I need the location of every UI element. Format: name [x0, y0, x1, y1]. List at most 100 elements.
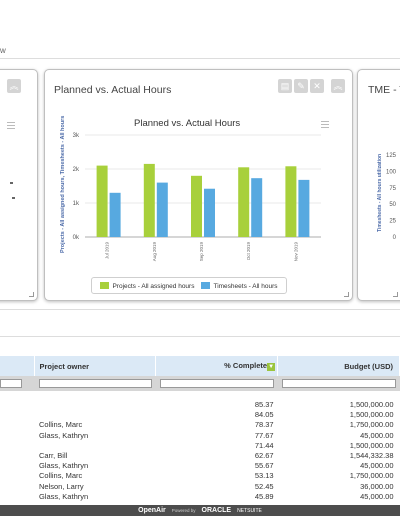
- bar-actual[interactable]: [156, 182, 168, 237]
- table-row[interactable]: Glass, Kathryn 77.67 45,000.00: [0, 431, 400, 441]
- bar-planned[interactable]: [96, 165, 108, 237]
- budget-cell: 1,750,000.00: [349, 420, 394, 430]
- complete-cell: 55.67: [254, 461, 274, 471]
- legend-swatch: [100, 281, 110, 289]
- bar-planned[interactable]: [285, 166, 297, 237]
- legend-item-projects[interactable]: Projects - All assigned hours: [100, 281, 194, 290]
- owner-cell: Glass, Kathryn: [38, 461, 89, 471]
- divider: [0, 58, 400, 59]
- bar-actual[interactable]: [204, 188, 215, 237]
- complete-cell: 85.37: [254, 400, 274, 409]
- table-row[interactable]: 84.05 1,500,000.00: [0, 410, 400, 420]
- budget-cell: 45,000.00: [360, 461, 394, 471]
- resize-handle[interactable]: [393, 292, 398, 297]
- breadcrumb[interactable]: w: [0, 46, 6, 55]
- x-tick-label: Sep 2019: [199, 242, 204, 262]
- owner-cell: Glass, Kathryn: [38, 491, 89, 501]
- close-icon[interactable]: ✕: [310, 79, 324, 93]
- budget-cell: 36,000.00: [360, 481, 394, 491]
- x-tick-label: Jul 2019: [105, 242, 110, 260]
- openair-logo: OpenAir: [138, 507, 166, 514]
- owner-cell: [35, 410, 156, 420]
- column-header-blank[interactable]: [0, 356, 36, 376]
- collapse-icon[interactable]: ︽: [331, 79, 345, 93]
- x-tick-label: Oct 2019: [246, 242, 251, 261]
- panel-title: Planned vs. Actual Hours: [54, 84, 172, 96]
- row-cell-blank: [0, 400, 35, 410]
- divider: [0, 336, 400, 337]
- collapse-icon[interactable]: ︽: [7, 79, 21, 93]
- row-cell-blank: [0, 492, 35, 502]
- owner-cell: Glass, Kathryn: [38, 430, 89, 440]
- budget-cell: 1,544,332.38: [349, 451, 394, 461]
- bar-planned[interactable]: [191, 175, 202, 237]
- y-tick-label: 100: [386, 169, 397, 175]
- column-header-complete[interactable]: % Complete▼: [155, 356, 279, 376]
- complete-cell: 53.13: [254, 471, 274, 481]
- table-row[interactable]: Glass, Kathryn 55.67 45,000.00: [0, 461, 400, 471]
- y-tick-label: 50: [389, 202, 396, 208]
- column-header-owner[interactable]: Project owner: [34, 356, 157, 376]
- filter-row: [0, 376, 400, 391]
- powered-by-text: Powered by: [171, 508, 196, 513]
- table-row[interactable]: 71.44 1,500,000.00: [0, 441, 400, 451]
- filter-input[interactable]: [159, 379, 274, 388]
- panel-title: TME - T: [368, 84, 400, 96]
- y-tick-label: 25: [389, 219, 396, 225]
- bar-chart: 0k 1k 2k 3k Jul 2019 Aug 2019 Sep 2019 Oct 2019…: [73, 133, 321, 262]
- y-tick-label: 75: [389, 186, 396, 192]
- table-row[interactable]: Collins, Marc 78.37 1,750,000.00: [0, 420, 400, 430]
- column-header-budget[interactable]: Budget (USD): [277, 356, 400, 376]
- complete-cell: 78.37: [254, 420, 274, 430]
- complete-cell: 62.67: [254, 451, 274, 461]
- legend-item-timesheets[interactable]: Timesheets - All hours: [201, 281, 278, 290]
- table-row[interactable]: Nelson, Larry 52.45 36,000.00: [0, 482, 400, 492]
- row-cell-blank: [0, 482, 35, 492]
- document-icon[interactable]: ▤: [278, 79, 292, 93]
- filter-input[interactable]: [0, 379, 22, 388]
- owner-cell: Collins, Marc: [38, 471, 83, 481]
- row-cell-blank: [0, 441, 35, 451]
- complete-cell: 45.89: [254, 491, 274, 501]
- chart-legend: Projects - All assigned hours Timesheets…: [91, 277, 287, 294]
- y-tick-label: 2k: [73, 167, 80, 173]
- table-row[interactable]: 85.37 1,500,000.00: [0, 400, 400, 410]
- footer: OpenAir Powered by ORACLE NETSUITE: [0, 505, 400, 516]
- table-row[interactable]: Glass, Kathryn 45.89 45,000.00: [0, 492, 400, 502]
- y-tick-label: 0: [393, 235, 397, 241]
- projects-table: Project owner % Complete▼ Budget (USD) 8…: [0, 356, 400, 502]
- complete-cell: 71.44: [254, 440, 274, 450]
- chart-menu-icon[interactable]: [7, 122, 15, 129]
- filter-input[interactable]: [38, 379, 152, 388]
- chart-menu-icon[interactable]: [321, 121, 329, 128]
- resize-handle[interactable]: [344, 292, 349, 297]
- filter-input[interactable]: [281, 379, 396, 388]
- bar-actual[interactable]: [298, 179, 310, 237]
- left-panel: ︽: [0, 69, 38, 301]
- chart-title: Planned vs. Actual Hours: [134, 118, 241, 129]
- y-tick-label: 125: [386, 153, 397, 159]
- row-cell-blank: [0, 471, 35, 481]
- complete-cell: 77.67: [254, 430, 274, 440]
- table-row[interactable]: Carr, Bill 62.67 1,544,332.38: [0, 451, 400, 461]
- netsuite-logo: NETSUITE: [237, 507, 262, 514]
- row-cell-blank: [0, 461, 35, 471]
- bar-actual[interactable]: [109, 192, 121, 237]
- y-tick-label: 0k: [73, 235, 80, 241]
- owner-cell: [35, 441, 156, 451]
- chart-fragment: [10, 182, 13, 184]
- x-tick-label: Aug 2019: [152, 242, 157, 262]
- table-header-row: Project owner % Complete▼ Budget (USD): [0, 356, 400, 376]
- row-cell-blank: [0, 410, 35, 420]
- row-cell-blank: [0, 431, 35, 441]
- bar-planned[interactable]: [143, 163, 155, 237]
- sort-icon[interactable]: ▼: [267, 363, 276, 371]
- bar-actual[interactable]: [251, 178, 263, 237]
- bar-planned[interactable]: [238, 167, 250, 237]
- budget-cell: 45,000.00: [360, 430, 394, 440]
- edit-icon[interactable]: ✎: [294, 79, 308, 93]
- row-cell-blank: [0, 420, 35, 430]
- resize-handle[interactable]: [29, 292, 34, 297]
- table-row[interactable]: Collins, Marc 53.13 1,750,000.00: [0, 471, 400, 481]
